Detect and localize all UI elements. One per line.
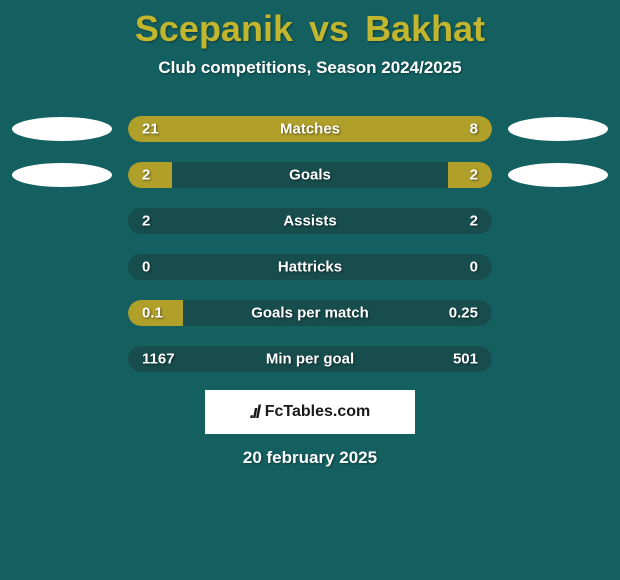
stat-label: Assists: [283, 213, 336, 230]
stat-row: 2 2 Goals: [8, 162, 612, 188]
stat-left-value: 0: [142, 259, 150, 276]
subtitle: Club competitions, Season 2024/2025: [0, 58, 620, 78]
date-text: 20 february 2025: [0, 448, 620, 468]
stat-label: Goals per match: [251, 305, 369, 322]
player2-name: Bakhat: [365, 8, 485, 49]
stat-label: Goals: [289, 167, 331, 184]
stat-right-value: 501: [453, 351, 478, 368]
stat-bar: 2 2 Goals: [128, 162, 492, 188]
player1-name: Scepanik: [135, 8, 293, 49]
stat-bar: 2 2 Assists: [128, 208, 492, 234]
comparison-infographic: Scepanik vs Bakhat Club competitions, Se…: [0, 0, 620, 580]
stat-right-value: 0.25: [449, 305, 478, 322]
ellipse-icon: [508, 117, 608, 141]
stat-row: 21 8 Matches: [8, 116, 612, 142]
left-ellipse-slot: [8, 117, 116, 141]
stat-label: Min per goal: [266, 351, 354, 368]
stat-left-value: 0.1: [142, 305, 163, 322]
ellipse-icon: [12, 163, 112, 187]
stat-bar: 1167 501 Min per goal: [128, 346, 492, 372]
source-badge: .ıl FcTables.com: [205, 390, 415, 434]
source-text: FcTables.com: [265, 403, 371, 421]
stat-right-value: 2: [470, 167, 478, 184]
stat-label: Matches: [280, 121, 340, 138]
ellipse-icon: [12, 117, 112, 141]
left-ellipse-slot: [8, 163, 116, 187]
stat-right-value: 2: [470, 213, 478, 230]
stat-rows: 21 8 Matches 2 2 Goals 2 2 Assists 0 0 Hattricks 0.1…: [0, 116, 620, 372]
vs-text: vs: [309, 8, 349, 49]
stat-left-value: 2: [142, 167, 150, 184]
right-ellipse-slot: [504, 163, 612, 187]
stat-left-value: 21: [142, 121, 159, 138]
ellipse-icon: [508, 163, 608, 187]
stat-right-value: 0: [470, 259, 478, 276]
stat-left-value: 2: [142, 213, 150, 230]
chart-icon: .ıl: [250, 402, 259, 423]
stat-bar: 0 0 Hattricks: [128, 254, 492, 280]
stat-row: 1167 501 Min per goal: [8, 346, 612, 372]
stat-row: 2 2 Assists: [8, 208, 612, 234]
stat-row: 0.1 0.25 Goals per match: [8, 300, 612, 326]
stat-left-value: 1167: [142, 351, 175, 368]
stat-right-value: 8: [470, 121, 478, 138]
right-ellipse-slot: [504, 117, 612, 141]
stat-bar: 21 8 Matches: [128, 116, 492, 142]
stat-bar: 0.1 0.25 Goals per match: [128, 300, 492, 326]
stat-row: 0 0 Hattricks: [8, 254, 612, 280]
page-title: Scepanik vs Bakhat: [0, 0, 620, 50]
stat-label: Hattricks: [278, 259, 342, 276]
